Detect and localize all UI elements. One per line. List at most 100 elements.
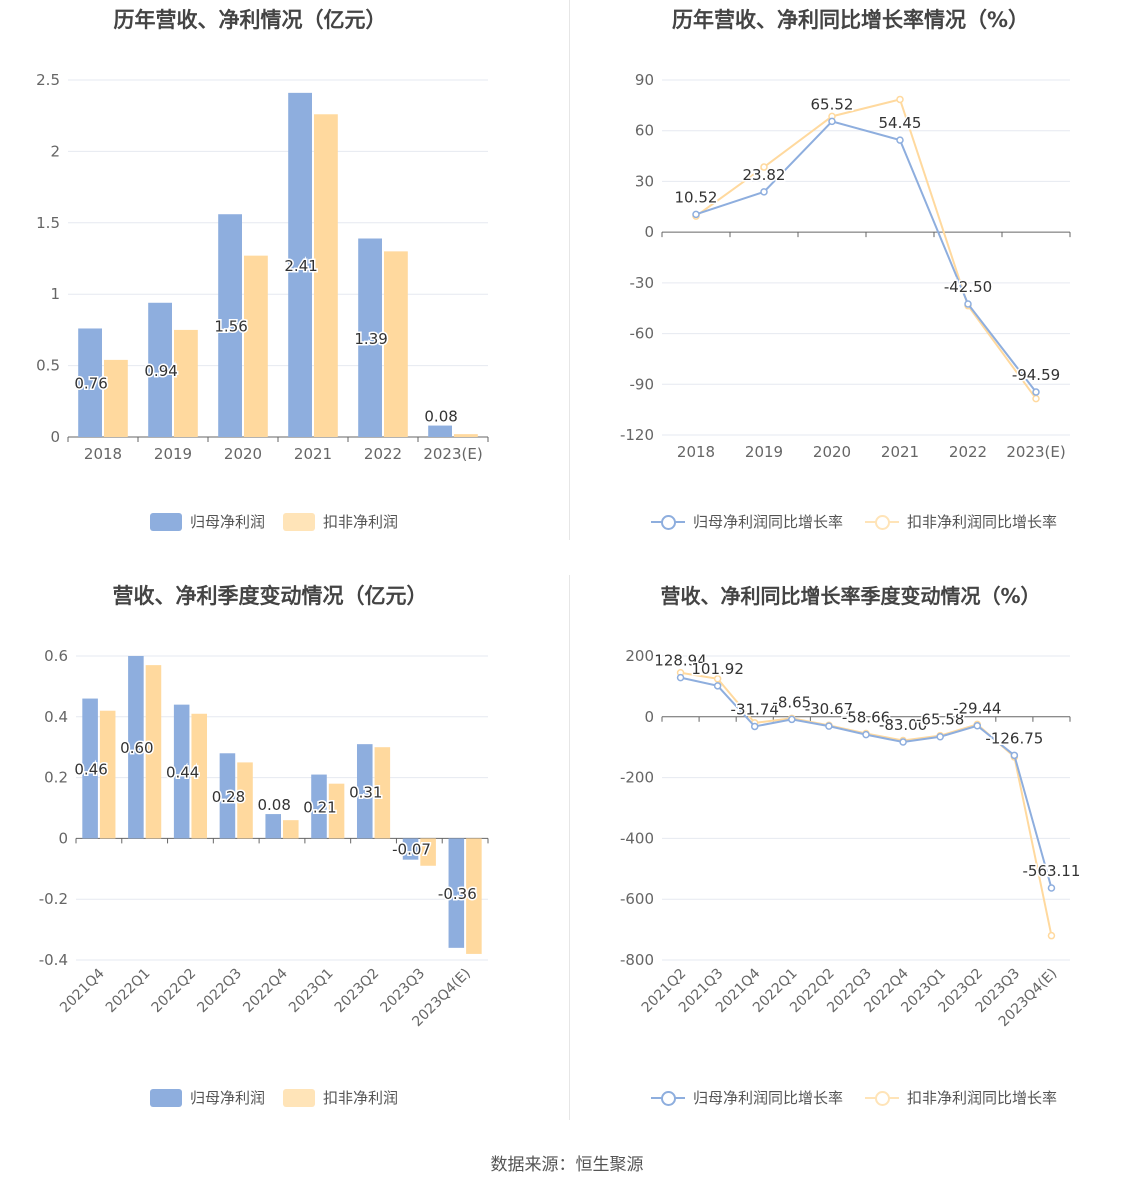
data-label: 0.94 (144, 362, 177, 380)
x-tick-label: 2021 (294, 445, 332, 463)
series-point (973, 721, 982, 730)
y-tick-label: -120 (620, 426, 654, 444)
bar-primary (428, 425, 452, 437)
data-label: 0.76 (74, 375, 107, 393)
y-tick-label: 2.5 (36, 71, 60, 89)
y-tick-label: -600 (620, 890, 654, 908)
legend-item-series-2[interactable]: 扣非净利润 (283, 1087, 398, 1108)
series-point (676, 673, 685, 682)
series-point (896, 95, 904, 104)
bar-primary (128, 656, 144, 839)
y-tick-label: 0 (58, 829, 68, 847)
y-tick-label: -800 (620, 951, 654, 969)
chart-annual-growth: 历年营收、净利同比增长率情况（%） -120 -90 -60 -30 0 30 60 90 20… (567, 0, 1134, 560)
series-point (713, 675, 722, 683)
chart-title: 营收、净利季度变动情况（亿元） (112, 584, 428, 608)
bar-secondary (244, 255, 268, 437)
data-label: 54.45 (879, 114, 922, 132)
legend-item-series-2[interactable]: 扣非净利润同比增长率 (865, 511, 1057, 532)
bar-primary (448, 838, 465, 948)
legend-swatch (651, 1089, 685, 1107)
series-point (788, 715, 796, 724)
x-tick-label: 2023(E) (1006, 443, 1065, 461)
data-label: -30.67 (805, 700, 853, 718)
bar-primary (358, 238, 382, 437)
x-tick-label: 2019 (154, 445, 192, 463)
y-tick-label: 0.6 (44, 647, 68, 665)
series-point (899, 738, 907, 746)
x-tick-label: 2020 (224, 445, 262, 463)
data-label: -65.58 (916, 711, 964, 729)
x-tick-label: 2022Q4 (240, 965, 291, 1016)
data-label: 2.41 (284, 257, 317, 275)
data-label: -58.66 (842, 709, 890, 727)
bar-secondary (145, 665, 162, 839)
series-point (936, 732, 944, 741)
legend-item-series-1[interactable]: 归母净利润 (150, 1087, 265, 1108)
y-tick-label: -60 (630, 325, 655, 343)
chart-title: 历年营收、净利同比增长率情况（%） (671, 8, 1030, 32)
data-label: 1.39 (354, 330, 387, 348)
chart-annual-growth-svg: -120 -90 -60 -30 0 30 60 90 2018 2019 2020 2021 2022… (620, 71, 1071, 461)
y-tick-label: 90 (635, 71, 654, 89)
legend-item-series-1[interactable]: 归母净利润同比增长率 (651, 511, 843, 532)
x-tick-label: 2023Q2 (332, 966, 383, 1017)
series-point (862, 730, 870, 739)
x-tick-label: 2023(E) (423, 445, 482, 463)
y-tick-label: 0 (644, 708, 654, 726)
x-tick-label: 2018 (677, 443, 715, 461)
chart-quarterly-profit-svg: -0.4-0.200.20.40.62021Q42022Q12022Q22022… (39, 647, 489, 1030)
bar-primary (265, 814, 281, 839)
data-label: 0.21 (303, 798, 336, 816)
bar-primary (218, 214, 242, 437)
y-tick-label: 0.2 (44, 769, 68, 787)
y-tick-label: 60 (635, 122, 654, 140)
bar-primary (219, 753, 236, 839)
bar-secondary (99, 710, 116, 839)
y-tick-label: -0.2 (39, 890, 68, 908)
series-point (828, 117, 836, 126)
series-point (750, 722, 759, 731)
bar-primary (402, 838, 419, 860)
series-point (760, 163, 768, 171)
y-tick-label: 0.4 (44, 708, 68, 726)
series-point (1047, 884, 1056, 892)
legend-item-series-2[interactable]: 扣非净利润 (283, 511, 398, 532)
chart-quarterly-growth: 营收、净利同比增长率季度变动情况（%） -800 -600 -400 -200 0 200… (567, 570, 1134, 1130)
x-tick-label: 2022Q1 (103, 966, 154, 1017)
legend-label: 扣非净利润 (323, 1089, 399, 1107)
data-label: 23.82 (743, 166, 786, 184)
data-label: 0.08 (424, 408, 457, 426)
y-tick-label: -90 (630, 375, 655, 393)
chart-annual-profit-svg: 0 0.5 1 1.5 2 2.5 2018 2019 2020 2021 2022 2023(E) 0… (36, 71, 489, 463)
bar-secondary (384, 251, 408, 437)
legend-label: 归母净利润同比增长率 (693, 1089, 844, 1107)
y-tick-label: -0.4 (39, 951, 68, 969)
series-line-secondary (695, 98, 1037, 400)
series-point (1032, 388, 1040, 396)
series-point (692, 210, 700, 219)
legend-item-series-1[interactable]: 归母净利润同比增长率 (651, 1087, 843, 1108)
legend-item-series-1[interactable]: 归母净利润 (150, 511, 265, 532)
y-tick-label: -400 (620, 829, 654, 847)
data-label: 0.31 (349, 783, 382, 801)
bar-secondary (283, 820, 299, 839)
legend-label: 归母净利润 (190, 1089, 266, 1107)
data-label: -94.59 (1012, 366, 1060, 384)
chart-title: 营收、净利同比增长率季度变动情况（%） (660, 584, 1041, 608)
y-tick-label: 0 (644, 223, 654, 241)
data-label: 0.08 (258, 796, 291, 814)
legend-swatch (150, 512, 182, 531)
legend-label: 扣非净利润 (323, 513, 399, 531)
divider-bottom (569, 575, 570, 1120)
data-label: -563.11 (1023, 862, 1081, 880)
legend-item-series-2[interactable]: 扣非净利润同比增长率 (865, 1087, 1057, 1108)
data-label: 101.92 (691, 660, 744, 678)
bar-primary (82, 698, 98, 839)
data-label: 0.60 (120, 739, 153, 757)
bar-primary (173, 704, 190, 839)
x-tick-label: 2022 (949, 443, 987, 461)
series-point (964, 300, 972, 308)
data-label: -83.00 (879, 716, 927, 734)
data-label: -29.44 (953, 700, 1001, 718)
